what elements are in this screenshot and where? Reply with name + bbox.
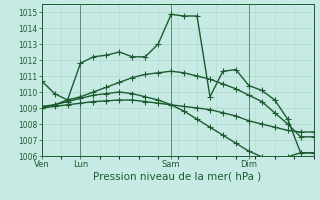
X-axis label: Pression niveau de la mer( hPa ): Pression niveau de la mer( hPa ): [93, 172, 262, 182]
